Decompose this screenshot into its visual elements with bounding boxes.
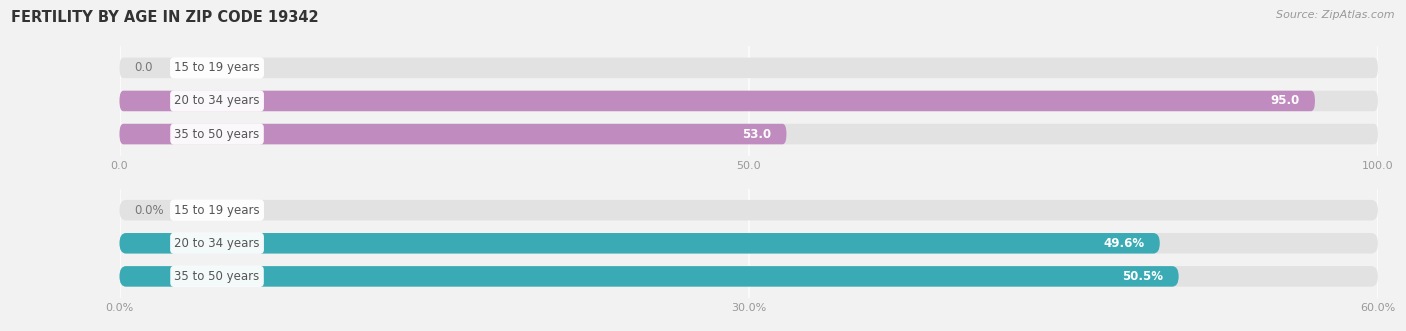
Text: 35 to 50 years: 35 to 50 years (174, 270, 260, 283)
FancyBboxPatch shape (120, 124, 786, 144)
Text: 53.0: 53.0 (742, 127, 772, 141)
FancyBboxPatch shape (120, 200, 1378, 220)
Text: FERTILITY BY AGE IN ZIP CODE 19342: FERTILITY BY AGE IN ZIP CODE 19342 (11, 10, 319, 25)
Text: 49.6%: 49.6% (1104, 237, 1144, 250)
Text: 15 to 19 years: 15 to 19 years (174, 61, 260, 74)
Text: 95.0: 95.0 (1271, 94, 1301, 108)
Text: 0.0: 0.0 (135, 61, 153, 74)
Text: Source: ZipAtlas.com: Source: ZipAtlas.com (1277, 10, 1395, 20)
FancyBboxPatch shape (120, 124, 1378, 144)
FancyBboxPatch shape (120, 91, 1315, 111)
Text: 15 to 19 years: 15 to 19 years (174, 204, 260, 217)
Text: 35 to 50 years: 35 to 50 years (174, 127, 260, 141)
Text: 20 to 34 years: 20 to 34 years (174, 94, 260, 108)
FancyBboxPatch shape (120, 266, 1378, 287)
Text: 20 to 34 years: 20 to 34 years (174, 237, 260, 250)
FancyBboxPatch shape (120, 91, 1378, 111)
FancyBboxPatch shape (120, 233, 1378, 254)
FancyBboxPatch shape (120, 266, 1178, 287)
FancyBboxPatch shape (120, 233, 1160, 254)
Text: 0.0%: 0.0% (135, 204, 165, 217)
Text: 50.5%: 50.5% (1122, 270, 1164, 283)
FancyBboxPatch shape (120, 58, 1378, 78)
